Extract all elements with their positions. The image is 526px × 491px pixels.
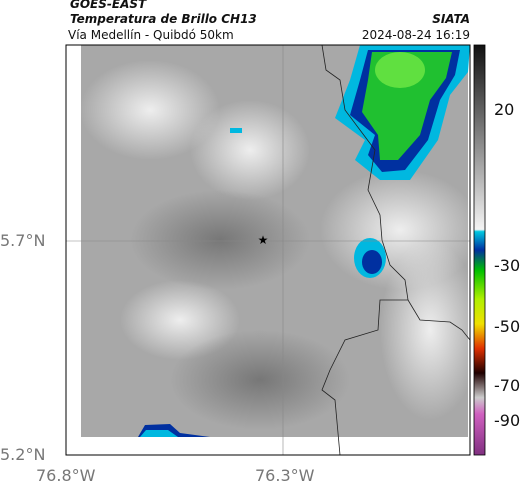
convective-cloud [362, 250, 382, 274]
cloud [80, 60, 220, 160]
convective-cloud [230, 128, 242, 133]
colorbar-label: -70 [494, 376, 521, 395]
cloud [130, 190, 310, 290]
source: GOES-EAST [70, 0, 147, 11]
colorbar-label: 20 [494, 100, 515, 119]
location-marker: ★ [258, 233, 269, 247]
colorbar-label: -30 [494, 256, 521, 275]
agency: SIATA [432, 12, 470, 26]
cloud [190, 100, 310, 200]
border-line [407, 299, 471, 341]
lat-label: 5.7°N [0, 231, 46, 250]
colorbar-label: -50 [494, 317, 521, 336]
cloud [380, 240, 480, 420]
lon-label: 76.3°W [255, 466, 315, 485]
colorbar-label: -90 [494, 411, 521, 430]
cloud [170, 330, 350, 430]
border-line [321, 44, 409, 456]
convective-core [375, 52, 425, 88]
lon-label: 76.8°W [36, 466, 96, 485]
datetime: 2024-08-24 16:19 [361, 28, 470, 42]
title: Temperatura de Brillo CH13 [70, 12, 257, 26]
lat-label: 5.2°N [0, 445, 46, 464]
subtitle: Vía Medellín - Quibdó 50km [68, 28, 234, 42]
convective-cloud [140, 430, 178, 437]
map-frame [65, 44, 471, 456]
colorbar [473, 44, 486, 456]
